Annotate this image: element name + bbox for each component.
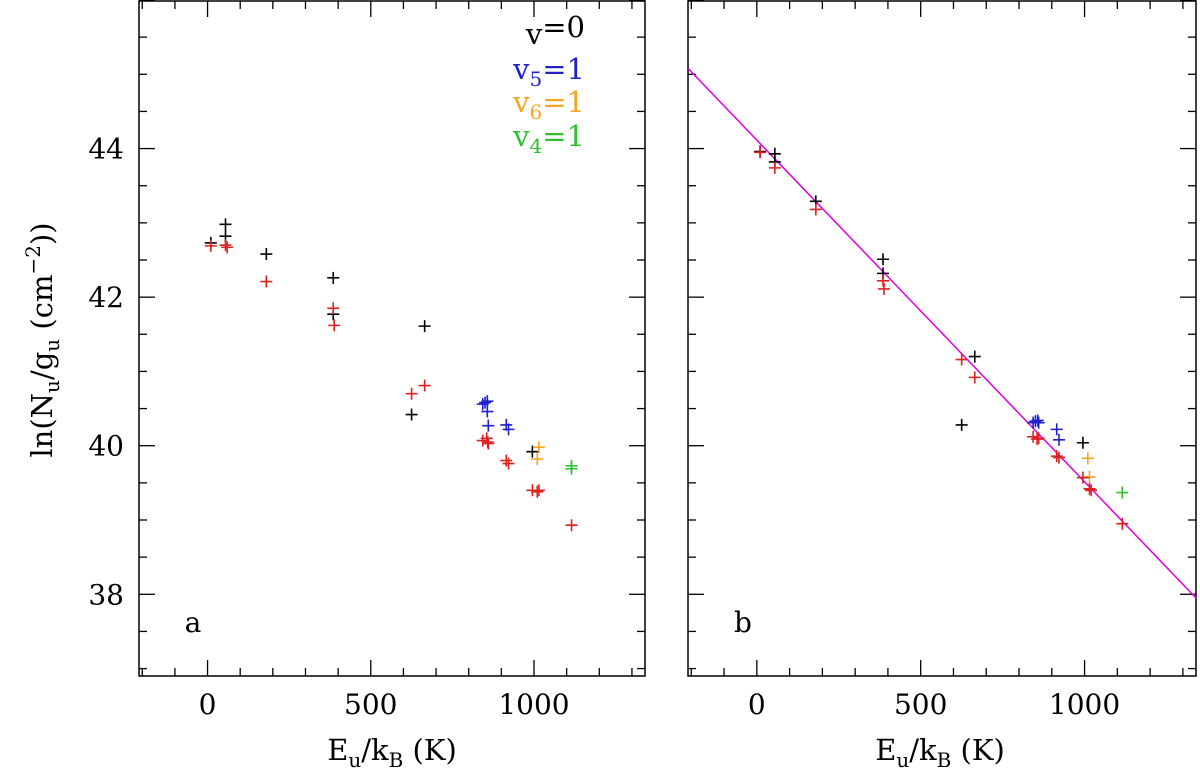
data-point <box>955 353 968 366</box>
data-point <box>1032 432 1045 445</box>
fit-line <box>687 67 1197 599</box>
data-point <box>500 454 513 467</box>
y-tick-label: 42 <box>88 281 124 314</box>
data-point <box>219 239 232 252</box>
y-tick-label: 44 <box>88 133 124 166</box>
data-point <box>877 282 890 295</box>
data-point <box>1085 484 1098 497</box>
data-point <box>1116 517 1129 530</box>
y-axis-label: ln(Nu/gu (cm−2)) <box>21 222 64 457</box>
legend-entry-v4: v4=1 <box>512 119 585 158</box>
data-point <box>1050 423 1063 436</box>
data-point <box>1032 416 1045 429</box>
data-point <box>1053 451 1065 464</box>
data-point <box>1031 414 1044 427</box>
data-point <box>532 484 545 497</box>
data-point <box>1076 471 1089 484</box>
data-point <box>482 437 495 450</box>
data-point <box>532 441 545 454</box>
data-point <box>327 302 340 315</box>
panel-label: a <box>185 606 202 639</box>
data-point <box>479 396 492 409</box>
data-point <box>1083 482 1096 495</box>
x-tick-label: 0 <box>199 688 217 721</box>
data-point <box>968 350 981 363</box>
x-tick-label: 1000 <box>1049 688 1120 721</box>
data-point <box>1116 486 1129 499</box>
data-point <box>260 275 273 288</box>
legend-entry-v0: v=0 <box>525 10 585 51</box>
x-tick-label: 500 <box>894 688 947 721</box>
data-point <box>481 405 494 418</box>
data-point <box>482 419 495 432</box>
y-tick-label: 40 <box>88 430 124 463</box>
data-point <box>768 161 781 174</box>
data-point <box>754 146 767 159</box>
data-point <box>1053 433 1065 446</box>
data-point <box>260 248 273 261</box>
legend: v=0 v5=1 v6=1 v4=1 <box>512 10 585 158</box>
data-point <box>327 271 340 284</box>
data-point <box>877 253 890 266</box>
data-point <box>565 519 578 532</box>
x-axis-label-a: Eu/kB (K) <box>327 733 457 772</box>
data-point <box>204 239 217 252</box>
data-point <box>481 395 494 408</box>
data-point <box>221 241 234 254</box>
x-tick-label: 0 <box>748 688 766 721</box>
data-point <box>405 408 418 421</box>
data-point <box>877 274 890 287</box>
data-point <box>526 445 539 458</box>
data-point <box>418 320 431 333</box>
legend-entry-v6: v6=1 <box>512 85 585 124</box>
panel-b: 0 500 1000 b <box>687 0 1197 721</box>
x-tick-label: 1000 <box>498 688 569 721</box>
data-point <box>955 418 968 431</box>
data-point <box>565 459 578 472</box>
x-axis-label-b: Eu/kB (K) <box>875 733 1005 772</box>
data-point <box>968 371 981 384</box>
data-point <box>1076 436 1089 449</box>
data-point <box>531 453 544 466</box>
data-point <box>328 319 341 332</box>
data-point <box>502 423 515 436</box>
data-point <box>502 457 515 470</box>
data-point <box>1081 452 1094 465</box>
panel-label: b <box>734 606 752 639</box>
x-tick-label: 500 <box>344 688 397 721</box>
data-point <box>1050 450 1063 463</box>
y-tick-label: 38 <box>88 578 124 611</box>
data-point <box>219 218 232 231</box>
panel-a: 0 500 1000 38 40 42 44 a <box>88 0 646 721</box>
plot-frame <box>138 0 646 677</box>
data-point <box>809 203 822 216</box>
data-point <box>418 379 431 392</box>
data-point <box>531 485 544 498</box>
data-point <box>405 387 418 400</box>
plot-frame <box>687 0 1197 677</box>
legend-entry-v5: v5=1 <box>512 52 585 91</box>
